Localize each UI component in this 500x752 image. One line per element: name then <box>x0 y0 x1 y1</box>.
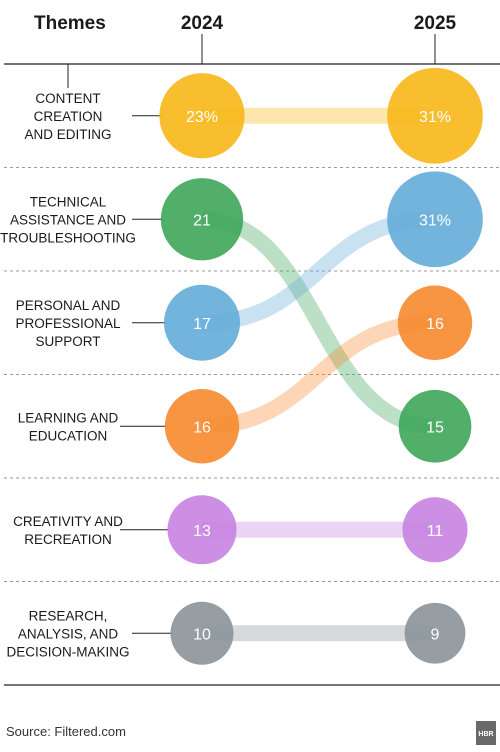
year-2024-header: 2024 <box>181 13 224 34</box>
ribbon-learning-and-education <box>201 314 436 435</box>
row-dividers <box>4 167 500 582</box>
bubble-2025-content-creation-and-editing <box>387 67 483 164</box>
value-2025-research-analysis-and-decision-making: 9 <box>431 626 440 643</box>
bubble-2024-learning-and-education <box>164 389 240 464</box>
theme-label-personal-and-professional-support: professional <box>15 316 121 331</box>
bubble-2024-creativity-and-recreation <box>167 495 237 565</box>
bubble-2024-content-creation-and-editing <box>159 73 245 159</box>
theme-label-research-analysis-and-decision-making: analysis, and <box>18 626 119 641</box>
bubbles-layer <box>159 67 483 665</box>
theme-label-personal-and-professional-support: Personal and <box>16 298 121 313</box>
value-2024-creativity-and-recreation: 13 <box>193 523 211 540</box>
theme-label-research-analysis-and-decision-making: Research, <box>29 608 108 623</box>
theme-label-content-creation-and-editing: Content <box>35 91 100 106</box>
hbr-logo-text: HBR <box>478 731 493 738</box>
ribbons-layer <box>201 107 436 642</box>
theme-labels: 23% 31% Content creation and editing 21 15 Tech… <box>0 91 451 660</box>
year-2025-header: 2025 <box>414 13 457 34</box>
source-note: Source: Filtered.com <box>6 724 126 739</box>
theme-label-content-creation-and-editing: and editing <box>24 127 111 142</box>
bubble-2025-personal-and-professional-support <box>387 171 483 268</box>
theme-label-creativity-and-recreation: recreation <box>24 532 112 547</box>
theme-label-creativity-and-recreation: Creativity and <box>13 514 123 529</box>
theme-label-research-analysis-and-decision-making: decision-making <box>6 644 129 659</box>
value-2025-learning-and-education: 16 <box>426 316 444 333</box>
bubble-2025-technical-assistance-and-troubleshooting <box>398 389 472 463</box>
value-2024-technical-assistance-and-troubleshooting: 21 <box>193 212 211 229</box>
value-2024-learning-and-education: 16 <box>193 419 211 436</box>
theme-label-learning-and-education: Learning and <box>18 410 119 425</box>
bubble-2024-research-analysis-and-decision-making <box>170 601 234 665</box>
value-2024-personal-and-professional-support: 17 <box>193 316 211 333</box>
bubble-2025-creativity-and-recreation <box>402 497 468 563</box>
value-2025-creativity-and-recreation: 11 <box>427 523 444 540</box>
theme-label-learning-and-education: education <box>29 428 108 443</box>
bubble-2024-technical-assistance-and-troubleshooting <box>160 178 244 261</box>
value-2024-content-creation-and-editing: 23% <box>186 109 218 126</box>
bubble-2024-personal-and-professional-support <box>163 284 241 361</box>
theme-label-personal-and-professional-support: support <box>35 334 100 349</box>
leader-lines <box>120 115 173 634</box>
value-2025-technical-assistance-and-troubleshooting: 15 <box>426 419 444 436</box>
value-2025-personal-and-professional-support: 31% <box>419 212 451 229</box>
hbr-logo <box>476 721 496 745</box>
bubble-2025-research-analysis-and-decision-making <box>404 602 466 664</box>
theme-label-technical-assistance-and-troubleshooting: assistance and <box>10 212 126 227</box>
theme-label-technical-assistance-and-troubleshooting: Technical <box>30 194 107 209</box>
theme-label-content-creation-and-editing: creation <box>34 109 103 124</box>
ribbon-technical-assistance-and-troubleshooting <box>201 211 436 435</box>
themes-header: Themes <box>34 13 106 34</box>
bubble-2025-learning-and-education <box>397 285 473 360</box>
value-2024-research-analysis-and-decision-making: 10 <box>193 626 211 643</box>
value-2025-content-creation-and-editing: 31% <box>419 109 451 126</box>
theme-label-technical-assistance-and-troubleshooting: troubleshooting <box>0 230 136 245</box>
